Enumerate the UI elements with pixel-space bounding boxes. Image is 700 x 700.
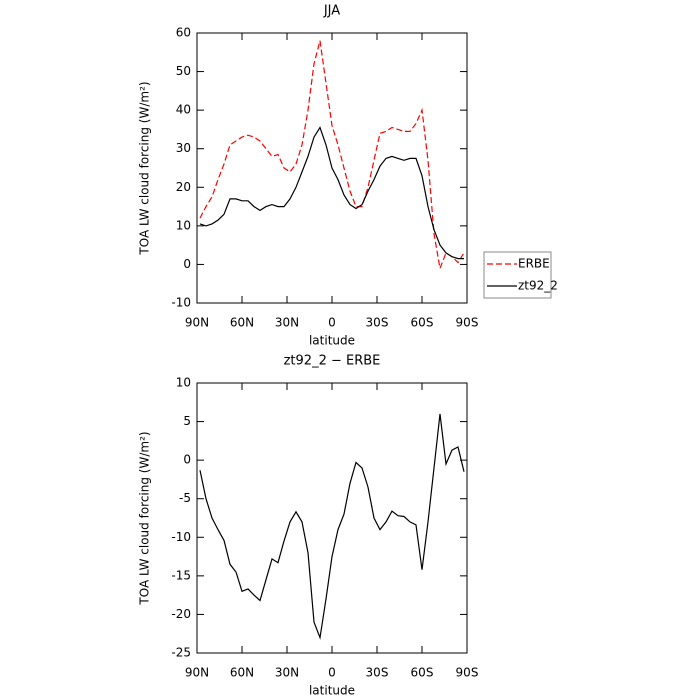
plot-frame [196, 32, 468, 304]
x-tick-label: 60S [411, 316, 434, 330]
series-line [199, 126, 464, 260]
x-tick-label: 90S [456, 666, 479, 680]
y-tick-label: 30 [176, 141, 191, 155]
y-tick-label: -20 [171, 607, 191, 621]
y-tick-label: 40 [176, 103, 191, 117]
y-tick-label: 5 [183, 414, 191, 428]
plot-frame [196, 382, 468, 654]
x-axis-label: latitude [309, 334, 355, 348]
legend-label: ERBE [518, 257, 550, 271]
x-tick-label: 30N [275, 316, 299, 330]
y-tick-label: 20 [176, 180, 191, 194]
chart-title: zt92_2 − ERBE [284, 354, 381, 369]
legend-box [483, 251, 552, 299]
y-tick-label: -10 [171, 296, 191, 310]
y-tick-label: 10 [176, 218, 191, 232]
x-tick-label: 90N [185, 666, 209, 680]
x-tick-label: 90S [456, 316, 479, 330]
x-tick-label: 90N [185, 316, 209, 330]
y-tick-label: 10 [176, 376, 191, 390]
x-axis-label: latitude [309, 684, 355, 698]
x-tick-label: 30S [366, 666, 389, 680]
x-tick-label: 60N [230, 666, 254, 680]
y-tick-label: -5 [179, 491, 191, 505]
x-tick-label: 30N [275, 666, 299, 680]
legend-label: zt92_2 [518, 279, 558, 293]
series-line [199, 413, 465, 640]
y-tick-label: 0 [183, 257, 191, 271]
y-tick-label: 50 [176, 64, 191, 78]
y-tick-label: 60 [176, 26, 191, 40]
y-axis-label: TOA LW cloud forcing (W/m²) [138, 81, 152, 255]
x-tick-label: 60S [411, 666, 434, 680]
y-axis-label: TOA LW cloud forcing (W/m²) [138, 431, 152, 605]
x-tick-label: 0 [328, 666, 336, 680]
series-line [199, 40, 465, 271]
y-tick-label: 0 [183, 453, 191, 467]
x-tick-label: 60N [230, 316, 254, 330]
x-tick-label: 30S [366, 316, 389, 330]
y-tick-label: -15 [171, 568, 191, 582]
chart-title: JJA [323, 4, 340, 19]
y-tick-label: -25 [171, 646, 191, 660]
x-tick-label: 0 [328, 316, 336, 330]
y-tick-label: -10 [171, 530, 191, 544]
